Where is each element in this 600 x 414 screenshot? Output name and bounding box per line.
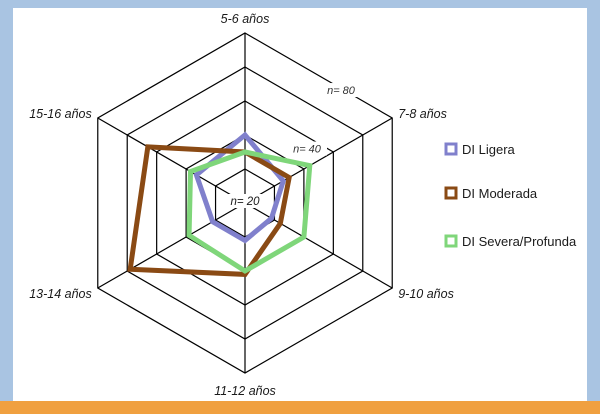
legend-swatch bbox=[444, 142, 458, 156]
legend-label: DI Moderada bbox=[462, 186, 538, 201]
bottom-accent-bar bbox=[0, 401, 600, 414]
axis-label: 11-12 años bbox=[214, 384, 276, 398]
ring-label-bg bbox=[321, 83, 361, 98]
legend-swatch bbox=[444, 234, 458, 248]
ring-label: n= 40 bbox=[293, 144, 322, 156]
radar-series bbox=[127, 131, 313, 277]
axis-label: 5-6 años bbox=[221, 12, 270, 26]
radar-spoke bbox=[244, 117, 393, 204]
chart-legend: DI Ligera DI Moderada DI Severa/Profunda bbox=[444, 142, 577, 249]
legend-item-di-moderada[interactable]: DI Moderada bbox=[444, 186, 538, 201]
legend-label: DI Ligera bbox=[462, 142, 516, 157]
ring-label-bg bbox=[287, 141, 327, 156]
ring-label-bg bbox=[225, 194, 265, 208]
radar-spoke bbox=[97, 202, 246, 289]
series-di-ligera[interactable] bbox=[193, 131, 287, 244]
series-di-moderada[interactable] bbox=[127, 144, 292, 277]
axis-label: 7-8 años bbox=[398, 107, 447, 121]
legend-item-di-ligera[interactable]: DI Ligera bbox=[444, 142, 516, 157]
axis-label: 9-10 años bbox=[398, 287, 454, 301]
series-di-severa-profunda[interactable] bbox=[186, 149, 313, 274]
legend-label: DI Severa/Profunda bbox=[462, 234, 577, 249]
legend-swatch bbox=[444, 186, 458, 200]
radar-ring bbox=[97, 32, 393, 374]
radar-ring bbox=[126, 66, 364, 340]
radar-labels: 5-6 años 7-8 años 9-10 años 11-12 años 13-14… bbox=[29, 12, 454, 398]
chart-panel bbox=[13, 8, 587, 401]
legend-item-di-severa-profunda[interactable]: DI Severa/Profunda bbox=[444, 234, 577, 249]
ring-label: n= 80 bbox=[327, 85, 356, 97]
radar-grid bbox=[97, 32, 393, 374]
ring-label: n= 20 bbox=[230, 196, 260, 208]
axis-label: 13-14 años bbox=[29, 287, 92, 301]
radar-ring bbox=[214, 168, 276, 238]
radar-ring bbox=[156, 100, 334, 306]
axis-label: 15-16 años bbox=[29, 107, 92, 121]
radar-spoke bbox=[97, 117, 246, 204]
